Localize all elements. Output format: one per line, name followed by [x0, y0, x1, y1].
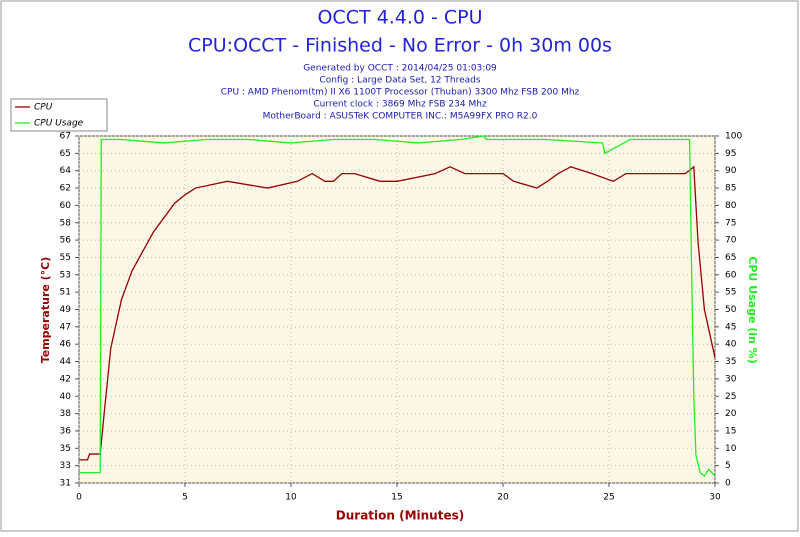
y-tick-label: 42 — [60, 374, 71, 384]
x-tick-label: 20 — [497, 493, 509, 503]
y-tick-label: 53 — [60, 270, 71, 280]
y2-tick-label: 45 — [725, 322, 736, 332]
y2-tick-label: 15 — [725, 426, 736, 436]
y2-tick-label: 50 — [725, 305, 737, 315]
info-line: MotherBoard : ASUSTeK COMPUTER INC.: M5A… — [263, 112, 538, 122]
plot-area — [78, 135, 716, 484]
info-line: CPU : AMD Phenom(tm) II X6 1100T Process… — [221, 88, 580, 98]
y-tick-label: 67 — [60, 132, 71, 142]
legend-label: CPU — [34, 103, 53, 113]
y-tick-label: 35 — [60, 444, 71, 454]
y-tick-label: 51 — [60, 288, 71, 298]
info-line: Current clock : 3869 Mhz FSB 234 Mhz — [313, 100, 487, 110]
y-tick-label: 33 — [60, 461, 71, 471]
info-line: Config : Large Data Set, 12 Threads — [319, 76, 480, 86]
y2-tick-label: 85 — [725, 184, 736, 194]
y2-tick-label: 10 — [725, 444, 737, 454]
y2-tick-label: 5 — [725, 461, 731, 471]
y-tick-label: 47 — [60, 322, 71, 332]
x-tick-label: 10 — [285, 493, 297, 503]
x-axis-label: Duration (Minutes) — [336, 509, 464, 523]
y2-tick-label: 95 — [725, 149, 736, 159]
y-tick-label: 40 — [60, 392, 72, 402]
y2-tick-label: 0 — [725, 479, 731, 489]
chart-subtitle: CPU:OCCT - Finished - No Error - 0h 30m … — [188, 35, 612, 57]
y-tick-label: 36 — [60, 426, 72, 436]
legend-box — [10, 98, 108, 132]
x-tick-label: 0 — [76, 493, 82, 503]
y-axis-label: Temperature (°C) — [39, 257, 52, 364]
y2-tick-label: 25 — [725, 392, 736, 402]
series-line — [79, 165, 716, 461]
y2-tick-label: 75 — [725, 218, 736, 228]
y-tick-label: 62 — [60, 184, 71, 194]
y2-axis-label: CPU Usage (in %) — [746, 256, 759, 363]
series-line — [79, 135, 716, 478]
y-tick-label: 64 — [60, 166, 72, 176]
info-line: Generated by OCCT : 2014/04/25 01:03:09 — [303, 64, 497, 74]
y2-tick-label: 80 — [725, 201, 737, 211]
x-tick-label: 25 — [603, 493, 614, 503]
y2-tick-label: 70 — [725, 236, 737, 246]
y-tick-label: 58 — [60, 218, 72, 228]
x-tick-label: 5 — [182, 493, 188, 503]
y-tick-label: 56 — [60, 236, 72, 246]
y2-tick-label: 100 — [725, 132, 742, 142]
y-tick-label: 46 — [60, 340, 72, 350]
y2-tick-label: 65 — [725, 253, 736, 263]
y-tick-label: 44 — [60, 357, 72, 367]
x-tick-label: 30 — [709, 493, 721, 503]
y-tick-label: 38 — [60, 409, 72, 419]
x-tick-label: 15 — [391, 493, 402, 503]
y-tick-label: 60 — [60, 201, 72, 211]
y2-tick-label: 60 — [725, 270, 737, 280]
y2-tick-label: 55 — [725, 288, 736, 298]
y-tick-label: 65 — [60, 149, 71, 159]
y2-tick-label: 30 — [725, 374, 737, 384]
y-tick-label: 55 — [60, 253, 71, 263]
y-tick-label: 31 — [60, 479, 71, 489]
y2-tick-label: 90 — [725, 166, 737, 176]
y2-tick-label: 20 — [725, 409, 737, 419]
y2-tick-label: 40 — [725, 340, 737, 350]
y2-tick-label: 35 — [725, 357, 736, 367]
y-tick-label: 49 — [60, 305, 72, 315]
legend-label: CPU Usage — [34, 119, 84, 129]
chart-title: OCCT 4.4.0 - CPU — [317, 7, 482, 29]
